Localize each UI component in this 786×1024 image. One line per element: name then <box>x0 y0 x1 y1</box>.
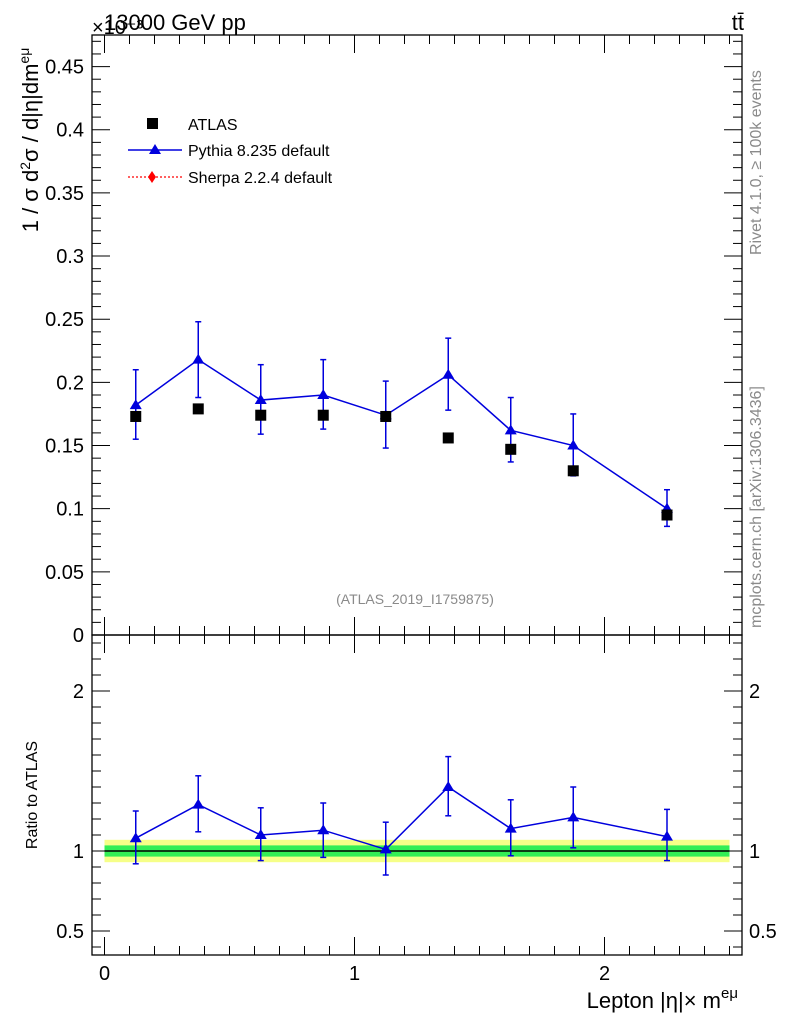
main-panel: 0 0.05 0.1 0.15 0.2 0.25 0.3 0.35 0.4 0.45 (ATLAS… <box>16 34 743 647</box>
pythia-main-point <box>504 424 517 435</box>
main-y-tick-label: 0.1 <box>56 499 84 521</box>
ratio-y-tick-label-right: 0.5 <box>749 921 777 943</box>
ratio-y-tick-label-left: 2 <box>73 681 84 703</box>
ratio-y-tick-label-left: 1 <box>73 841 84 863</box>
ratio-y-axis-label: Ratio to ATLAS <box>24 741 41 849</box>
main-y-tick-label: 0.2 <box>56 372 84 394</box>
pythia-ratio-point <box>192 798 205 809</box>
pythia-ratio-point <box>567 811 580 822</box>
pythia-main-point <box>192 353 205 364</box>
header-right-label: tt̄ <box>732 10 744 35</box>
main-y-tick-label: 0.05 <box>45 562 84 584</box>
pythia-ratio-point <box>504 822 517 833</box>
atlas-main-point <box>130 410 142 422</box>
atlas-main-point <box>567 465 579 477</box>
pythia-ratio-point <box>129 832 142 843</box>
pythia-main-line <box>135 358 668 510</box>
ratio-y-tick-label-right: 1 <box>749 841 760 863</box>
atlas-main-point <box>661 509 673 521</box>
ratio-y-tick-labels: 0.5 0.5 1 1 2 2 <box>56 681 777 943</box>
x-tick-label: 0 <box>99 963 110 985</box>
atlas-main-point <box>505 443 517 455</box>
x-tick-label: 2 <box>599 963 610 985</box>
pythia-ratio-point <box>379 843 392 854</box>
legend-sherpa-label: Sherpa 2.2.4 default <box>188 170 333 187</box>
pythia-main-series <box>129 320 673 528</box>
ratio-ticks <box>92 635 742 955</box>
ratio-y-tick-label-right: 2 <box>749 681 760 703</box>
main-y-tick-label: 0.15 <box>45 436 84 458</box>
pythia-main-point <box>317 389 330 399</box>
atlas-main-series <box>130 403 673 521</box>
legend-pythia-marker <box>149 144 161 154</box>
x-tick-label: 1 <box>349 963 360 985</box>
main-ticks <box>92 35 742 636</box>
legend-sherpa-marker <box>148 171 156 183</box>
pythia-ratio-point <box>254 829 267 839</box>
x-axis-label: Lepton |η|× meμ <box>587 985 738 1013</box>
main-y-axis-label: 1 / σ d2σ / d|η|dmeμ <box>16 48 43 233</box>
pythia-main-point <box>567 439 580 450</box>
pythia-main-point <box>129 399 142 410</box>
x-tick-labels: 0 1 2 <box>99 963 610 985</box>
pythia-ratio-series <box>129 755 673 876</box>
atlas-main-point <box>442 432 454 444</box>
main-y-tick-label: 0 <box>73 625 84 647</box>
legend-pythia-label: Pythia 8.235 default <box>188 143 330 160</box>
main-y-tick-label: 0.25 <box>45 309 84 331</box>
main-y-tick-label: 0.35 <box>45 183 84 205</box>
scale-note: ×10⁻³ <box>92 17 143 39</box>
pythia-ratio-point <box>442 781 455 791</box>
atlas-main-point <box>317 409 329 421</box>
ratio-panel: 0.5 0.5 1 1 2 2 0 1 2 Ratio to ATLAS Lepton |η|… <box>24 634 777 1013</box>
legend-atlas-label: ATLAS <box>188 117 238 134</box>
atlas-main-point <box>255 409 267 421</box>
main-y-tick-label: 0.3 <box>56 246 84 268</box>
legend-atlas-marker <box>147 118 158 129</box>
mcplots-label: mcplots.cern.ch [arXiv:1306.3436] <box>748 386 765 628</box>
rivet-label: Rivet 4.1.0, ≥ 100k events <box>748 70 765 255</box>
legend: ATLAS Pythia 8.235 default Sherpa 2.2.4 … <box>128 117 333 187</box>
analysis-id: (ATLAS_2019_I1759875) <box>336 591 494 607</box>
ratio-y-tick-label-left: 0.5 <box>56 921 84 943</box>
ratio-frame <box>91 634 743 956</box>
atlas-main-point <box>192 403 204 415</box>
pythia-ratio-point <box>661 830 673 841</box>
pythia-main-point <box>442 368 455 379</box>
pythia-ratio-point <box>317 824 330 835</box>
main-y-tick-label: 0.45 <box>45 57 84 79</box>
pythia-main-point <box>254 394 267 405</box>
main-y-tick-labels: 0 0.05 0.1 0.15 0.2 0.25 0.3 0.35 0.4 0.45 <box>45 57 84 647</box>
atlas-main-point <box>380 410 392 422</box>
header-left-label: 13000 GeV pp <box>104 10 246 35</box>
main-y-tick-label: 0.4 <box>56 120 84 142</box>
